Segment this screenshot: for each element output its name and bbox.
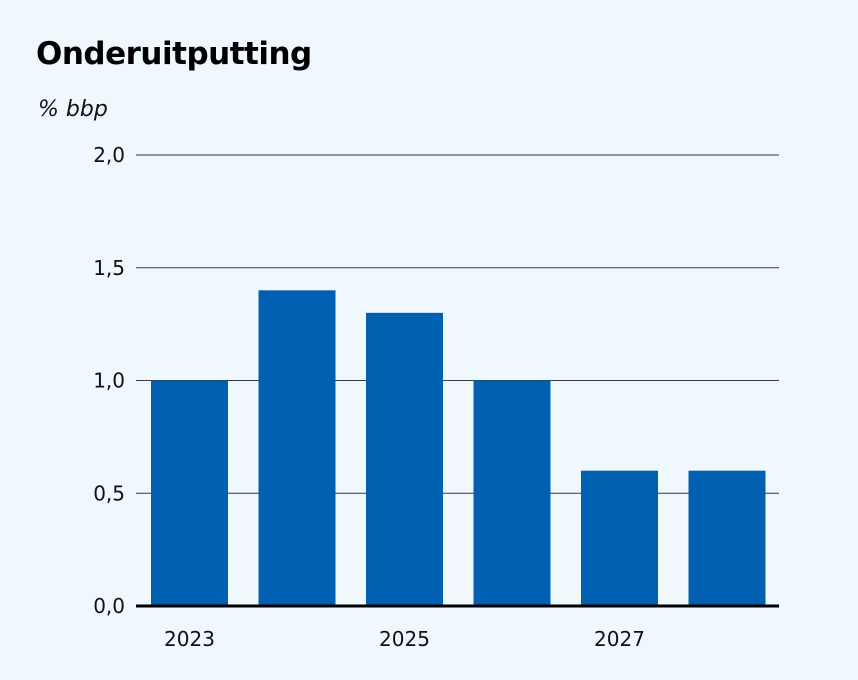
x-tick-label: 2025: [379, 627, 430, 651]
bar-2023: [151, 380, 228, 606]
x-tick-label: 2023: [164, 627, 215, 651]
chart-title: Onderuitputting: [36, 36, 312, 72]
x-tick-labels: 2023 2025 2027: [164, 627, 645, 651]
y-tick-label: 0,0: [93, 594, 125, 618]
x-tick-label: 2027: [594, 627, 645, 651]
bar-2028: [688, 470, 766, 606]
y-tick-label: 1,5: [93, 256, 125, 280]
y-tick-label: 1,0: [93, 369, 125, 393]
bar-2025: [366, 312, 443, 606]
y-tick-label: 2,0: [93, 143, 125, 167]
bar-2024: [258, 290, 336, 606]
bar-2027: [581, 470, 658, 606]
y-tick-label: 0,5: [93, 481, 125, 505]
bars: [151, 290, 766, 606]
y-axis-unit-label: % bbp: [38, 97, 108, 122]
y-tick-labels: 0,0 0,5 1,0 1,5 2,0: [93, 143, 125, 618]
bar-2026: [473, 380, 551, 606]
gridlines: [136, 154, 779, 494]
